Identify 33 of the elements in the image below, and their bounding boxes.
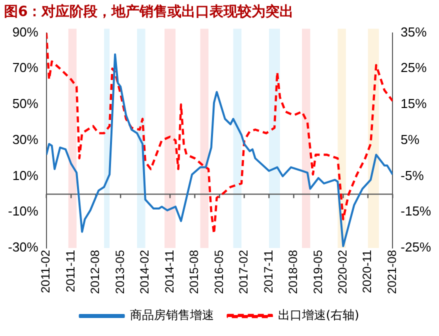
y2-tick-label: 5% — [400, 132, 420, 147]
y-tick-label: 10% — [12, 168, 39, 183]
y-tick-label: 50% — [12, 96, 39, 112]
y2-tick-label: 35% — [400, 24, 428, 40]
x-tick-label: 2017-02 — [236, 250, 251, 294]
x-tick-label: 2020-11 — [360, 250, 374, 294]
x-tick-label: 2013-05 — [112, 250, 127, 294]
y2-tick-label: -15% — [400, 204, 432, 219]
x-tick-label: 2015-08 — [187, 250, 202, 294]
chart-title: 图6：对应阶段，地产销售或出口表现较为突出 — [4, 3, 294, 20]
y2-tick-label: -25% — [400, 240, 432, 255]
x-tick-label: 2021-08 — [384, 250, 399, 294]
y-tick-label: -10% — [8, 204, 39, 219]
y2-tick-label: 25% — [400, 60, 428, 76]
y-tick-label: 70% — [12, 60, 39, 76]
legend-label: 出口增速(右轴) — [278, 308, 360, 322]
x-tick-label: 2018-08 — [286, 250, 300, 294]
x-tick-label: 2016-05 — [212, 250, 226, 294]
legend-label: 商品房销售增速 — [130, 308, 214, 322]
x-tick-label: 2012-08 — [88, 250, 102, 294]
y-tick-label: 30% — [12, 132, 39, 147]
y-tick-label: -30% — [8, 240, 39, 255]
x-tick-label: 2011-11 — [63, 250, 78, 292]
x-tick-label: 2011-02 — [38, 250, 53, 294]
x-tick-label: 2014-11 — [162, 250, 176, 294]
x-tick-label: 2014-02 — [138, 250, 152, 294]
x-tick-label: 2019-05 — [310, 250, 325, 294]
x-tick-label: 2017-11 — [261, 250, 276, 294]
y-tick-label: 90% — [12, 24, 39, 40]
x-tick-label: 2020-02 — [335, 250, 350, 294]
y2-tick-label: -5% — [400, 168, 424, 183]
line-series — [46, 32, 393, 235]
y2-tick-label: 15% — [400, 96, 428, 112]
